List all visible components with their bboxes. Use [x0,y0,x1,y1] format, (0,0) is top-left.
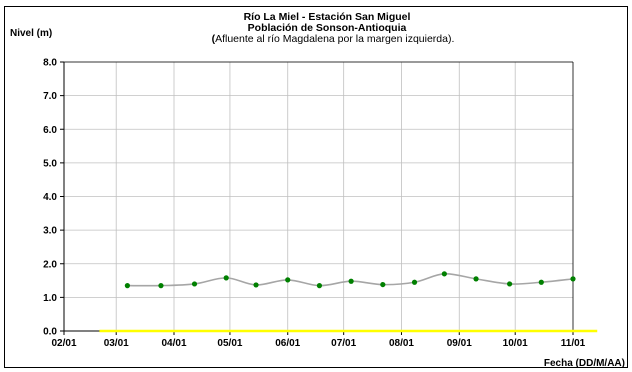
y-tick-label: 6.0 [43,125,57,136]
x-tick-label: 07/01 [331,338,356,349]
series-markers [124,271,576,289]
y-axis-title: Nivel (m) [10,28,52,39]
y-tick-label: 4.0 [43,192,57,203]
data-point [285,277,291,283]
y-ticks: 0.0 1.0 2.0 3.0 4.0 5.0 6.0 7.0 8.0 [43,58,64,338]
data-point [253,282,259,288]
data-point [348,278,354,284]
data-point [124,283,130,289]
data-point [473,276,479,282]
x-axis-title: Fecha (DD/M/AA) [544,358,625,369]
data-point [411,279,418,285]
x-tick-label: 08/01 [389,338,414,349]
x-tick-label: 10/01 [503,338,528,349]
data-point [380,281,386,288]
x-tick-label: 11/01 [561,338,586,349]
x-tick-label: 05/01 [217,338,242,349]
data-point [191,281,198,287]
x-tick-label: 04/01 [161,338,186,349]
data-point [441,271,447,277]
x-tick-label: 03/01 [104,338,129,349]
data-point [570,276,576,282]
y-tick-label: 8.0 [43,58,57,69]
chart-frame [4,6,628,368]
data-point [538,279,544,285]
data-point [158,283,164,289]
y-tick-label: 5.0 [43,158,57,169]
x-tick-label: 06/01 [275,338,300,349]
y-tick-label: 0.0 [43,327,57,338]
grid-lines [64,61,573,331]
subtitle-paren: ( [212,33,216,45]
x-ticks: 02/01 03/01 04/01 05/01 06/01 07/01 08/01 09/01… [51,331,586,349]
subtitle-text: Afluente al río Magdalena por la margen … [215,33,454,45]
chart-subtitle: (Afluente al río Magdalena por la margen… [212,33,455,45]
data-point [316,283,323,289]
x-tick-label: 02/01 [51,338,76,349]
chart-title-line2: Población de Sonson-Antioquia [248,22,407,34]
data-point [223,275,229,281]
y-tick-label: 2.0 [43,259,57,270]
y-tick-label: 3.0 [43,226,57,237]
chart-title: Río La Miel - Estación San Miguel [244,11,411,23]
x-tick-label: 09/01 [447,338,472,349]
y-tick-label: 7.0 [43,91,57,102]
y-tick-label: 1.0 [43,293,57,304]
data-point [507,281,513,287]
